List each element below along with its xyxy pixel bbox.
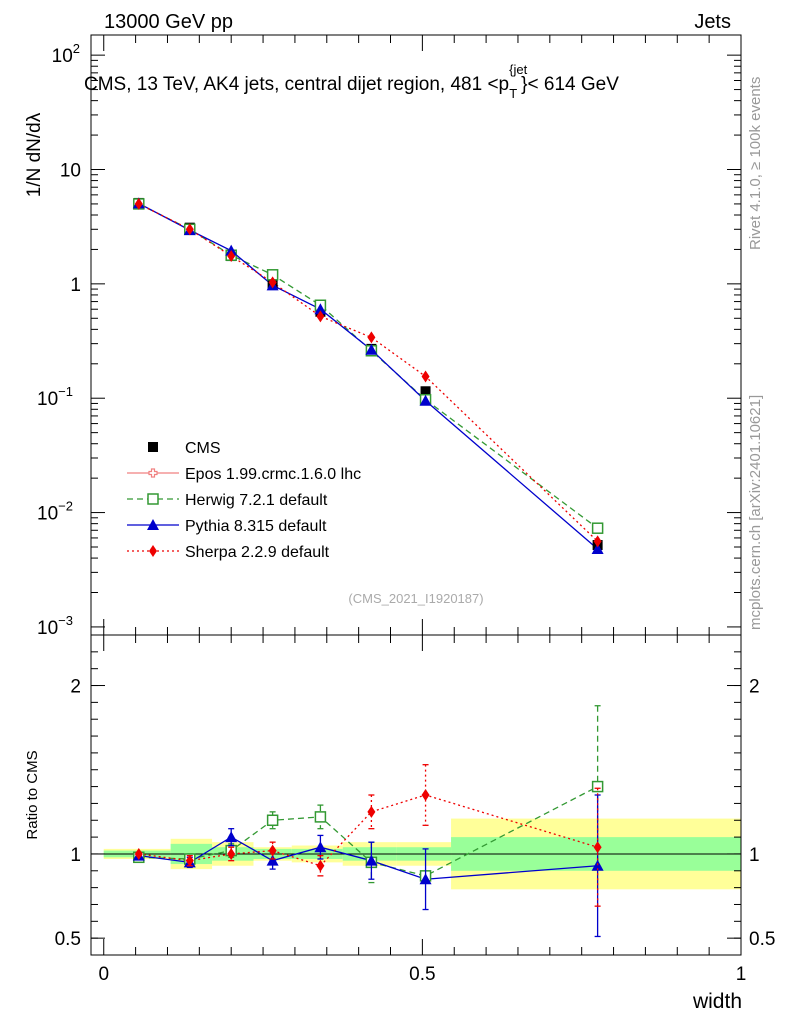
analysis-id: (CMS_2021_I1920187): [348, 591, 483, 606]
main-series-markers: [132, 197, 604, 555]
legend-label-3: Sherpa 2.2.9 default: [185, 544, 330, 561]
main-marker-3-7: [593, 535, 602, 548]
x-tick-label-1: 0.5: [409, 964, 435, 985]
legend-label-2: Pythia 8.315 default: [185, 518, 327, 535]
main-marker-1-7: [591, 522, 604, 534]
y-tick-label-1: 10−2: [37, 499, 73, 525]
main-marker-3-5: [367, 331, 376, 344]
legend-marker-2: [147, 519, 159, 530]
ratio-marker-2-6: [419, 873, 432, 885]
ratio-series-markers: [132, 705, 604, 938]
y-axis-label-text: 1/N dN/dλ: [24, 112, 45, 197]
y-tick-label-5: 102: [52, 41, 80, 67]
ratio-marker-3-3: [268, 844, 277, 857]
ratio-marker-2-3: [266, 854, 279, 866]
rivet-watermark: Rivet 4.1.0, ≥ 100k events: [747, 77, 764, 250]
legend: CMS Epos 1.99.crmc.1.6.0 lhc Herwig 7.2.1 …: [127, 440, 361, 561]
x-axis-label: width: [692, 990, 742, 1013]
cms-point-6: [420, 386, 431, 397]
ratio-marker-3-1: [185, 854, 194, 867]
main-marker-2-6: [419, 394, 432, 406]
ratio-y-tick-label-right-1: 1: [749, 845, 760, 866]
ratio-y-label: Ratio to CMS: [24, 750, 41, 839]
ratio-marker-3-4: [316, 859, 325, 872]
main-marker-2-4: [314, 303, 327, 315]
chart-title: CMS, 13 TeV, AK4 jets, central dijet reg…: [84, 62, 619, 101]
main-marker-3-1: [185, 223, 194, 236]
legend-marker-0-shape: [148, 468, 158, 478]
ratio-line-2: [138, 836, 598, 880]
ratio-marker-3-7: [593, 841, 602, 854]
ratio-y-tick-label-left-1: 1: [70, 845, 81, 866]
ratio-marker-2-2: [225, 831, 238, 843]
ratio-marker-3-5: [367, 805, 376, 818]
ratio-y-tick-label-right-2: 2: [749, 677, 760, 698]
ratio-marker-1-4: [314, 811, 327, 823]
legend-item-0: Epos 1.99.crmc.1.6.0 lhc: [127, 466, 361, 483]
x-tick-label-2: 1: [736, 964, 747, 985]
ratio-y-tick-label-left-2: 2: [70, 677, 81, 698]
legend-marker-0: [148, 468, 158, 478]
legend-marker-3: [149, 545, 157, 557]
main-marker-3-4: [316, 310, 325, 323]
main-marker-2-7: [591, 543, 604, 555]
legend-marker-1: [147, 493, 159, 505]
main-marker-3-0: [134, 197, 143, 210]
legend-item-cms: CMS: [148, 440, 221, 457]
source-watermark: mcplots.cern.ch [arXiv:2401.10621]: [747, 395, 764, 630]
main-marker-3-2: [227, 250, 236, 263]
main-marker-3-6: [421, 370, 430, 383]
axes-frames: [90, 34, 742, 956]
ratio-marker-2-5: [365, 854, 378, 866]
y-tick-label-4: 10: [60, 160, 81, 181]
ratio-marker-3-0: [134, 847, 143, 860]
ratio-marker-3-2: [227, 847, 236, 860]
y-tick-label-3: 1: [70, 275, 81, 296]
ratio-marker-2-4: [314, 841, 327, 853]
legend-label-0: Epos 1.99.crmc.1.6.0 lhc: [185, 466, 361, 483]
ratio-line-3: [138, 794, 598, 867]
legend-item-2: Pythia 8.315 default: [127, 518, 327, 535]
ratio-marker-1-3: [266, 814, 279, 827]
ratio-marker-3-6: [421, 789, 430, 801]
y-axis-label: 1/N dN/dλ: [24, 112, 45, 197]
ratio-y-tick-label-right-0: 0.5: [749, 929, 775, 950]
legend-label-cms: CMS: [185, 440, 221, 457]
main-line-3: [138, 203, 599, 542]
main-series-lines: [138, 202, 599, 550]
y-tick-label-2: 10−1: [37, 384, 73, 410]
legend-item-1: Herwig 7.2.1 default: [127, 492, 328, 509]
x-tick-label-0: 0: [98, 964, 109, 985]
legend-item-3: Sherpa 2.2.9 default: [127, 544, 330, 561]
ratio-series-lines: [138, 786, 598, 880]
y-tick-label-0: 10−3: [37, 613, 73, 639]
ratio-marker-1-7: [591, 780, 604, 793]
header-right: Jets: [694, 11, 731, 33]
main-marker-3-3: [268, 276, 277, 289]
header-left: 13000 GeV pp: [104, 11, 233, 33]
main-marker-2-5: [365, 343, 378, 355]
ratio-frame: [90, 634, 742, 956]
ratio-y-tick-label-left-0: 0.5: [55, 929, 81, 950]
legend-marker-cms: [148, 442, 158, 452]
legend-label-1: Herwig 7.2.1 default: [185, 492, 328, 509]
ratio-bands: [91, 818, 741, 890]
